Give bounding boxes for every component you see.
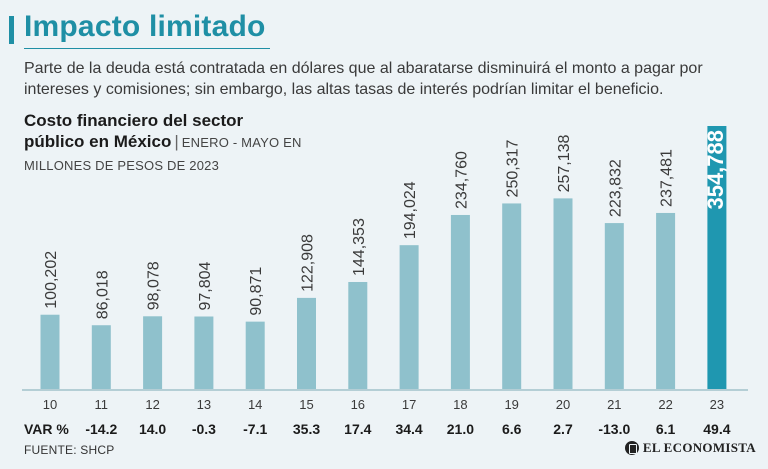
bar-18 [450, 214, 470, 389]
value-label-21: 223,832 [607, 159, 624, 217]
tick-label-10: 10 [43, 397, 57, 412]
bar-22 [656, 212, 676, 389]
tick-label-15: 15 [299, 397, 313, 412]
var-label: VAR % [24, 421, 69, 437]
brand-name: EL ECONOMISTA [642, 440, 756, 455]
tick-label-16: 16 [351, 397, 365, 412]
title-accent-bar [9, 16, 14, 44]
chart-title-line2: público en México [24, 132, 172, 151]
brand-mark-icon [624, 441, 639, 455]
chart-title: Costo financiero del sector público en M… [24, 110, 354, 153]
var-value-14: -7.1 [243, 421, 268, 437]
bar-10 [40, 314, 60, 389]
var-value-11: -14.2 [85, 421, 118, 437]
title-underline [24, 48, 270, 49]
var-percent-row: VAR % -14.2 14.0 -0.3 -7.1 35.3 17.4 34.4 21.0 6… [0, 421, 768, 441]
bar-11 [91, 325, 111, 389]
tick-label-14: 14 [248, 397, 262, 412]
value-label-17: 194,024 [402, 181, 419, 239]
value-label-18: 234,760 [453, 151, 470, 209]
var-value-20: 2.7 [553, 421, 573, 437]
tick-label-17: 17 [402, 397, 416, 412]
bar-23 [707, 126, 727, 389]
tick-label-23: 23 [710, 397, 724, 412]
brand-logo: EL ECONOMISTA [624, 440, 756, 456]
value-label-11: 86,018 [94, 270, 111, 319]
value-label-13: 97,804 [197, 261, 214, 310]
chart-title-line1: Costo financiero del sector [24, 111, 244, 130]
tick-label-11: 11 [95, 397, 109, 412]
title-separator: | [174, 132, 179, 151]
value-label-19: 250,317 [505, 140, 522, 198]
tick-label-21: 21 [607, 397, 621, 412]
var-value-23: 49.4 [703, 421, 731, 437]
chart-unit: MILLONES DE PESOS DE 2023 [24, 158, 220, 173]
value-label-15: 122,908 [300, 234, 317, 292]
bar-14 [245, 321, 265, 389]
tick-label-22: 22 [658, 397, 672, 412]
bar-19 [502, 203, 522, 389]
var-value-17: 34.4 [395, 421, 423, 437]
bar-13 [194, 316, 214, 389]
var-value-18: 21.0 [446, 421, 475, 437]
tick-label-12: 12 [145, 397, 159, 412]
var-value-12: 14.0 [138, 421, 167, 437]
bar-15 [297, 297, 316, 389]
value-label-23: 354,788 [703, 130, 728, 210]
tick-label-13: 13 [197, 397, 211, 412]
bar-16 [348, 281, 368, 389]
tick-label-18: 18 [453, 397, 467, 412]
chart-period: ENERO - MAYO EN [181, 135, 302, 150]
tick-label-20: 20 [556, 397, 570, 412]
var-value-13: -0.3 [191, 421, 216, 437]
source-note: FUENTE: SHCP [24, 443, 115, 457]
value-label-14: 90,871 [248, 267, 265, 316]
bar-21 [604, 223, 624, 389]
bar-17 [399, 245, 419, 389]
page-title: Impacto limitado [24, 10, 266, 43]
value-label-12: 98,078 [146, 261, 163, 310]
bar-20 [553, 198, 573, 389]
var-value-15: 35.3 [292, 421, 321, 437]
value-label-20: 257,138 [556, 134, 573, 192]
value-label-22: 237,481 [659, 149, 676, 207]
var-value-19: 6.6 [501, 421, 522, 437]
var-value-22: 6.1 [655, 421, 676, 437]
bar-12 [143, 316, 163, 389]
value-label-10: 100,202 [43, 251, 60, 309]
value-label-16: 144,353 [351, 218, 368, 276]
tick-label-19: 19 [504, 397, 518, 412]
var-value-16: 17.4 [344, 421, 372, 437]
subtitle: Parte de la deuda está contratada en dól… [24, 60, 703, 98]
var-value-21: -13.0 [598, 421, 631, 437]
